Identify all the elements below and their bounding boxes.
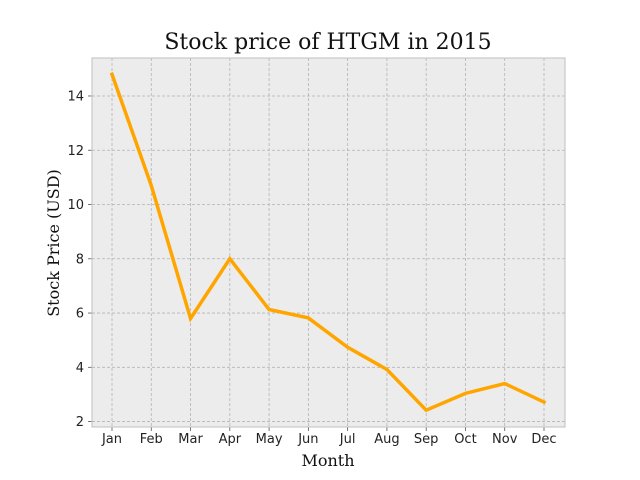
axis-ticks: Jan Feb Mar Apr May Jun Jul Aug Sep Oct Nov Dec 2 4 6 8… — [67, 89, 556, 447]
x-tick-label: Apr — [219, 432, 242, 447]
x-tick-label: Aug — [374, 432, 399, 447]
series-line — [109, 72, 547, 413]
x-tick-label: Sep — [414, 432, 439, 447]
data-point-dec — [542, 400, 546, 404]
x-tick-label: Dec — [531, 432, 556, 447]
data-point-nov — [503, 382, 507, 386]
grid-lines — [92, 58, 565, 427]
data-point-jun — [306, 316, 310, 320]
chart-title: Stock price of HTGM in 2015 — [164, 30, 491, 55]
y-tick-label: 6 — [76, 307, 84, 322]
data-point-oct — [463, 391, 467, 395]
y-tick-label: 10 — [67, 198, 84, 213]
x-tick-label: May — [256, 432, 283, 447]
x-tick-label: Jul — [339, 432, 356, 447]
x-axis-label: Month — [301, 451, 354, 470]
series-layer — [109, 72, 547, 413]
data-point-jan — [110, 72, 114, 76]
x-tick-label: Nov — [492, 432, 518, 447]
data-point-feb — [149, 184, 153, 188]
y-axis-label: Stock Price (USD) — [44, 169, 63, 317]
data-point-sep — [424, 408, 428, 412]
data-point-jul — [346, 345, 350, 349]
x-tick-label: Oct — [454, 432, 476, 447]
x-tick-label: Jun — [297, 432, 318, 447]
y-tick-label: 14 — [67, 89, 84, 104]
data-point-apr — [228, 257, 232, 261]
plot-frame — [91, 57, 566, 428]
data-point-may — [267, 308, 271, 312]
x-tick-label: Feb — [140, 432, 163, 447]
plot-area — [92, 58, 565, 427]
y-tick-label: 12 — [67, 144, 84, 159]
data-point-mar — [189, 316, 193, 320]
y-tick-label: 8 — [76, 252, 84, 267]
y-tick-label: 4 — [76, 361, 84, 376]
data-point-aug — [385, 367, 389, 371]
x-tick-label: Jan — [101, 432, 122, 447]
y-tick-label: 2 — [76, 415, 84, 430]
x-tick-label: Mar — [178, 432, 203, 447]
